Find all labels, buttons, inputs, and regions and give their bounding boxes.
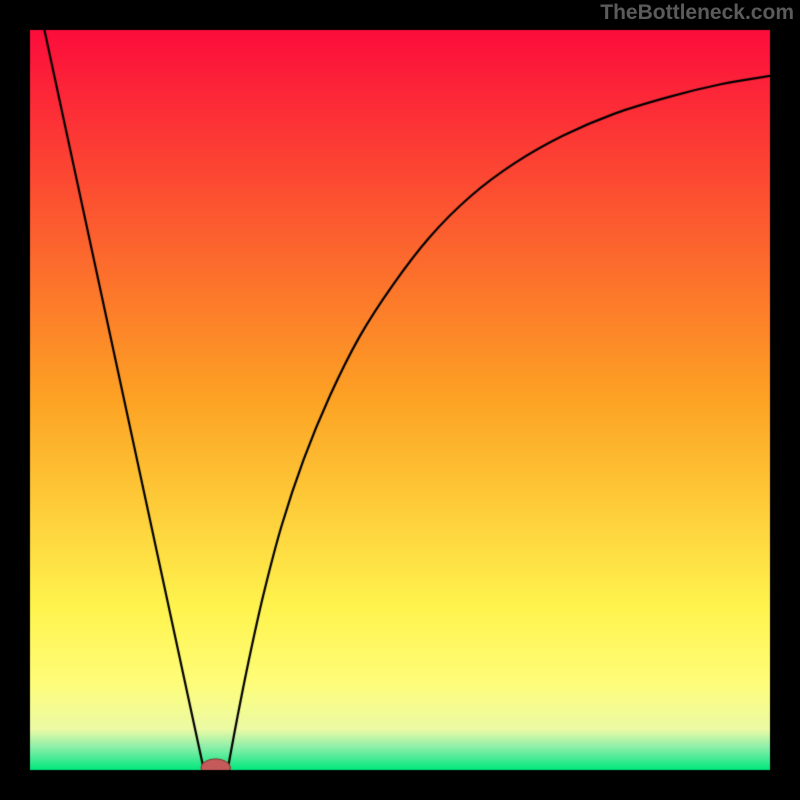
bottleneck-chart-canvas: [0, 0, 800, 800]
chart-container: TheBottleneck.com: [0, 0, 800, 800]
